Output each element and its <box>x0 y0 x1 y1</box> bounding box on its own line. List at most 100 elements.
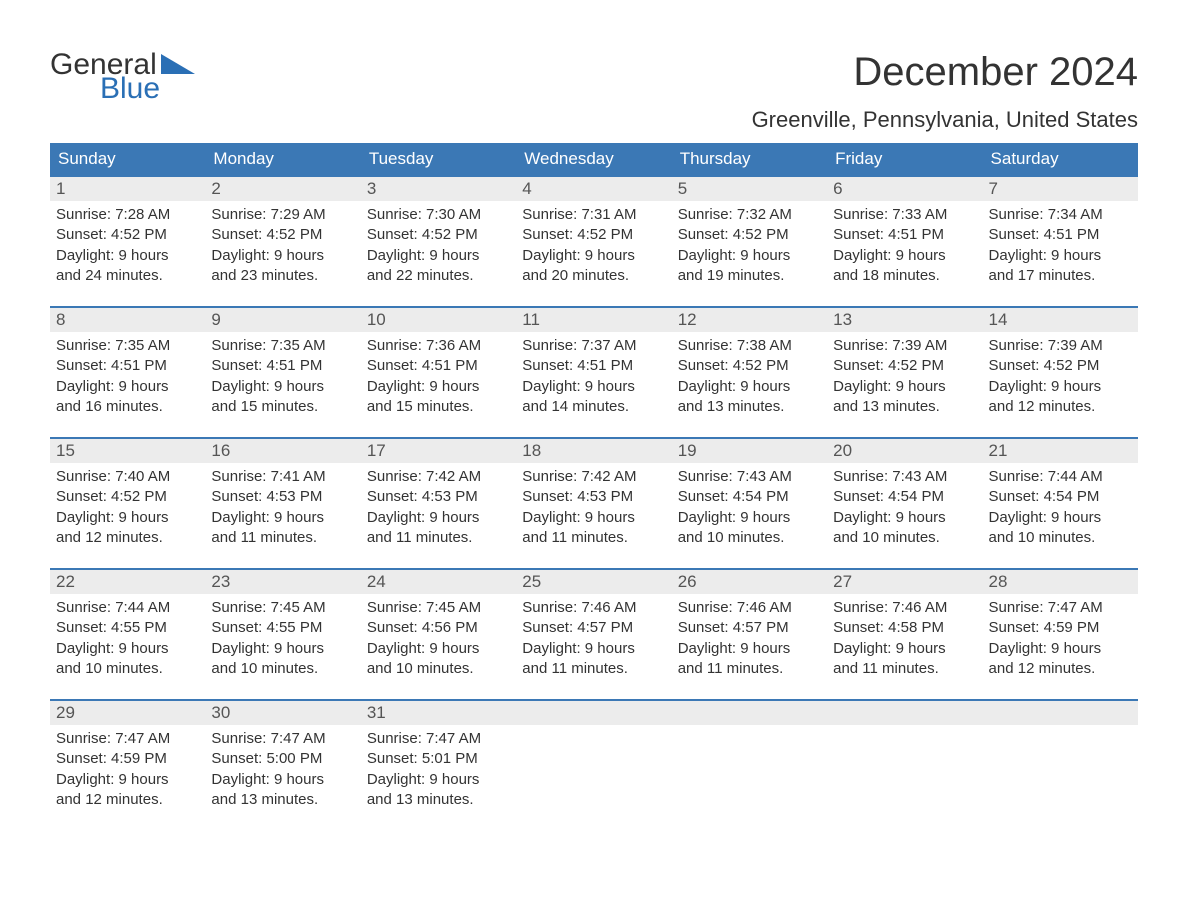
calendar-day-cell <box>516 701 671 816</box>
day-number: 12 <box>672 308 827 332</box>
weekday-header-cell: Friday <box>827 143 982 175</box>
brand-word-blue: Blue <box>100 74 195 104</box>
calendar-day-cell: 8Sunrise: 7:35 AMSunset: 4:51 PMDaylight… <box>50 308 205 423</box>
calendar-day-cell: 28Sunrise: 7:47 AMSunset: 4:59 PMDayligh… <box>983 570 1138 685</box>
daylight-line1: Daylight: 9 hours <box>522 246 665 266</box>
day-number: 18 <box>516 439 671 463</box>
sunset-text: Sunset: 4:55 PM <box>56 618 199 638</box>
daylight-line2: and 11 minutes. <box>833 659 976 679</box>
day-number: 10 <box>361 308 516 332</box>
daylight-line1: Daylight: 9 hours <box>211 246 354 266</box>
day-details: Sunrise: 7:42 AMSunset: 4:53 PMDaylight:… <box>516 463 671 554</box>
daylight-line2: and 15 minutes. <box>367 397 510 417</box>
sunset-text: Sunset: 4:51 PM <box>833 225 976 245</box>
sunset-text: Sunset: 4:51 PM <box>989 225 1132 245</box>
sunrise-text: Sunrise: 7:42 AM <box>367 467 510 487</box>
day-details: Sunrise: 7:35 AMSunset: 4:51 PMDaylight:… <box>205 332 360 423</box>
sunrise-text: Sunrise: 7:47 AM <box>56 729 199 749</box>
daylight-line1: Daylight: 9 hours <box>678 508 821 528</box>
calendar-day-cell: 23Sunrise: 7:45 AMSunset: 4:55 PMDayligh… <box>205 570 360 685</box>
day-number <box>827 701 982 725</box>
day-number: 21 <box>983 439 1138 463</box>
calendar-day-cell <box>672 701 827 816</box>
day-number: 2 <box>205 177 360 201</box>
day-details: Sunrise: 7:39 AMSunset: 4:52 PMDaylight:… <box>827 332 982 423</box>
sunset-text: Sunset: 4:54 PM <box>989 487 1132 507</box>
daylight-line1: Daylight: 9 hours <box>211 639 354 659</box>
day-number: 14 <box>983 308 1138 332</box>
daylight-line1: Daylight: 9 hours <box>211 770 354 790</box>
daylight-line2: and 19 minutes. <box>678 266 821 286</box>
daylight-line2: and 11 minutes. <box>522 528 665 548</box>
day-number: 16 <box>205 439 360 463</box>
day-number: 23 <box>205 570 360 594</box>
daylight-line1: Daylight: 9 hours <box>56 508 199 528</box>
daylight-line1: Daylight: 9 hours <box>56 770 199 790</box>
daylight-line1: Daylight: 9 hours <box>56 377 199 397</box>
calendar-day-cell: 20Sunrise: 7:43 AMSunset: 4:54 PMDayligh… <box>827 439 982 554</box>
daylight-line1: Daylight: 9 hours <box>833 377 976 397</box>
daylight-line2: and 11 minutes. <box>367 528 510 548</box>
sunrise-text: Sunrise: 7:38 AM <box>678 336 821 356</box>
sunrise-text: Sunrise: 7:40 AM <box>56 467 199 487</box>
weekday-header-cell: Saturday <box>983 143 1138 175</box>
day-number: 17 <box>361 439 516 463</box>
sunset-text: Sunset: 4:52 PM <box>989 356 1132 376</box>
calendar-day-cell: 5Sunrise: 7:32 AMSunset: 4:52 PMDaylight… <box>672 177 827 292</box>
sunrise-text: Sunrise: 7:46 AM <box>522 598 665 618</box>
brand-logo: General Blue <box>50 50 195 104</box>
sunset-text: Sunset: 4:57 PM <box>522 618 665 638</box>
daylight-line1: Daylight: 9 hours <box>522 508 665 528</box>
calendar-day-cell: 11Sunrise: 7:37 AMSunset: 4:51 PMDayligh… <box>516 308 671 423</box>
sunrise-text: Sunrise: 7:46 AM <box>833 598 976 618</box>
day-details: Sunrise: 7:47 AMSunset: 5:01 PMDaylight:… <box>361 725 516 816</box>
sunrise-text: Sunrise: 7:36 AM <box>367 336 510 356</box>
sunset-text: Sunset: 5:00 PM <box>211 749 354 769</box>
sunset-text: Sunset: 4:53 PM <box>367 487 510 507</box>
sunrise-text: Sunrise: 7:39 AM <box>833 336 976 356</box>
sunset-text: Sunset: 5:01 PM <box>367 749 510 769</box>
daylight-line2: and 23 minutes. <box>211 266 354 286</box>
sunrise-text: Sunrise: 7:29 AM <box>211 205 354 225</box>
day-details: Sunrise: 7:46 AMSunset: 4:57 PMDaylight:… <box>672 594 827 685</box>
day-details: Sunrise: 7:31 AMSunset: 4:52 PMDaylight:… <box>516 201 671 292</box>
day-number: 30 <box>205 701 360 725</box>
daylight-line1: Daylight: 9 hours <box>211 377 354 397</box>
daylight-line2: and 16 minutes. <box>56 397 199 417</box>
daylight-line2: and 20 minutes. <box>522 266 665 286</box>
daylight-line2: and 10 minutes. <box>211 659 354 679</box>
day-number: 24 <box>361 570 516 594</box>
day-details: Sunrise: 7:45 AMSunset: 4:55 PMDaylight:… <box>205 594 360 685</box>
calendar-day-cell: 24Sunrise: 7:45 AMSunset: 4:56 PMDayligh… <box>361 570 516 685</box>
sunrise-text: Sunrise: 7:42 AM <box>522 467 665 487</box>
day-number: 22 <box>50 570 205 594</box>
day-number: 9 <box>205 308 360 332</box>
day-number: 19 <box>672 439 827 463</box>
day-number: 15 <box>50 439 205 463</box>
sunrise-text: Sunrise: 7:35 AM <box>211 336 354 356</box>
weekday-header-cell: Sunday <box>50 143 205 175</box>
flag-icon <box>161 54 195 74</box>
day-number: 31 <box>361 701 516 725</box>
day-details: Sunrise: 7:47 AMSunset: 5:00 PMDaylight:… <box>205 725 360 816</box>
daylight-line1: Daylight: 9 hours <box>833 246 976 266</box>
sunset-text: Sunset: 4:57 PM <box>678 618 821 638</box>
calendar-day-cell: 3Sunrise: 7:30 AMSunset: 4:52 PMDaylight… <box>361 177 516 292</box>
sunset-text: Sunset: 4:55 PM <box>211 618 354 638</box>
day-number: 27 <box>827 570 982 594</box>
daylight-line2: and 10 minutes. <box>989 528 1132 548</box>
daylight-line2: and 13 minutes. <box>211 790 354 810</box>
daylight-line2: and 10 minutes. <box>678 528 821 548</box>
day-number: 26 <box>672 570 827 594</box>
daylight-line1: Daylight: 9 hours <box>367 770 510 790</box>
sunset-text: Sunset: 4:52 PM <box>678 356 821 376</box>
day-number: 7 <box>983 177 1138 201</box>
daylight-line2: and 15 minutes. <box>211 397 354 417</box>
sunset-text: Sunset: 4:53 PM <box>211 487 354 507</box>
daylight-line1: Daylight: 9 hours <box>678 639 821 659</box>
sunset-text: Sunset: 4:59 PM <box>56 749 199 769</box>
daylight-line1: Daylight: 9 hours <box>56 639 199 659</box>
day-details: Sunrise: 7:47 AMSunset: 4:59 PMDaylight:… <box>983 594 1138 685</box>
day-number: 29 <box>50 701 205 725</box>
sunrise-text: Sunrise: 7:37 AM <box>522 336 665 356</box>
